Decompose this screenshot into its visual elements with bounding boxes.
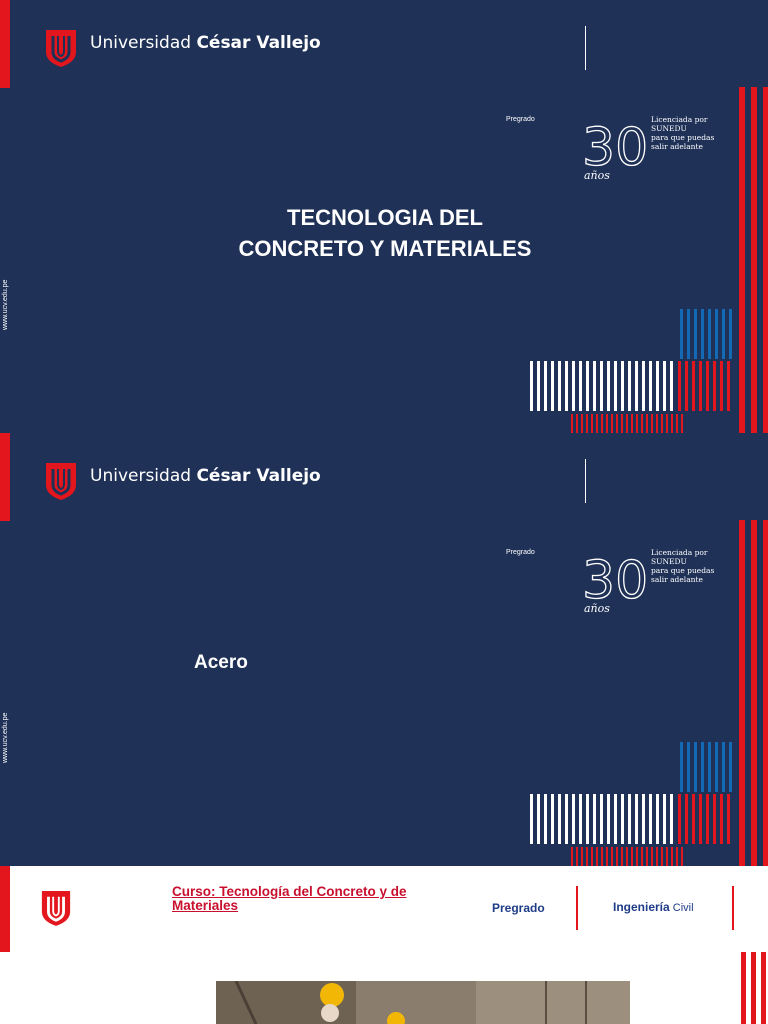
thirty-number: 30 bbox=[582, 551, 646, 611]
decorative-stripes bbox=[530, 87, 768, 433]
construction-photo bbox=[216, 981, 630, 1024]
pregrado-label: Pregrado bbox=[506, 116, 535, 123]
course-title-line1: TECNOLOGIA DEL bbox=[287, 205, 483, 230]
red-edge-bar bbox=[0, 0, 10, 88]
level-label: Pregrado bbox=[492, 901, 545, 915]
ucv-shield-icon bbox=[41, 891, 71, 926]
slide-content: Curso: Tecnología del Concreto y de Mate… bbox=[0, 866, 768, 1024]
header-divider bbox=[585, 459, 586, 503]
header-divider bbox=[576, 886, 578, 930]
career-label: Ingeniería Civil bbox=[613, 900, 694, 914]
thirty-years-badge: 30 años bbox=[582, 117, 646, 182]
years-label: años bbox=[584, 602, 610, 615]
pregrado-label: Pregrado bbox=[506, 549, 535, 556]
decorative-stripes bbox=[741, 952, 766, 1024]
red-edge-bar bbox=[0, 866, 10, 952]
course-name: Curso: Tecnología del Concreto y de Mate… bbox=[172, 884, 407, 913]
slide-cover: Universidad César Vallejo Pregrado 30 añ… bbox=[0, 0, 768, 433]
header-divider bbox=[732, 886, 734, 930]
topic-title: Acero bbox=[194, 652, 248, 673]
ucv-shield-icon bbox=[46, 463, 76, 500]
years-label: años bbox=[584, 169, 610, 182]
slide-topic: Universidad César Vallejo Pregrado 30 añ… bbox=[0, 433, 768, 866]
decorative-stripes bbox=[530, 520, 768, 866]
brand-name: Universidad César Vallejo bbox=[90, 466, 321, 486]
ucv-shield-icon bbox=[46, 30, 76, 67]
thirty-years-badge: 30 años bbox=[582, 550, 646, 615]
course-title: TECNOLOGIA DEL CONCRETO Y MATERIALES bbox=[150, 202, 620, 264]
sunedu-license-text: Licenciada por SUNEDU para que puedas sa… bbox=[651, 115, 715, 151]
thirty-number: 30 bbox=[582, 118, 646, 178]
header-divider bbox=[585, 26, 586, 70]
course-title-line2: CONCRETO Y MATERIALES bbox=[238, 236, 532, 261]
brand-name: Universidad César Vallejo bbox=[90, 33, 321, 53]
sunedu-license-text: Licenciada por SUNEDU para que puedas sa… bbox=[651, 548, 715, 584]
red-edge-bar bbox=[0, 433, 10, 521]
